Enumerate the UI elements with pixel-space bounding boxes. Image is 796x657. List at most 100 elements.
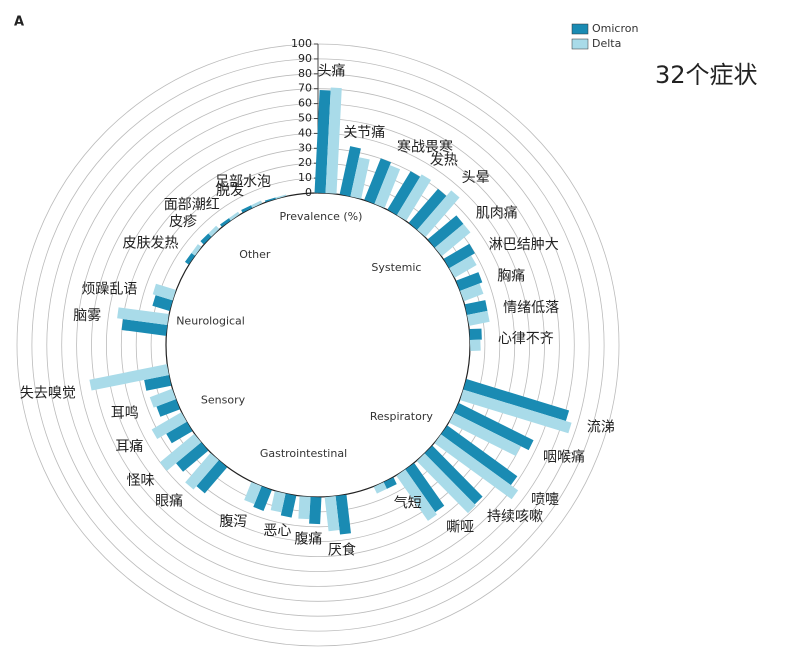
bar-pair (387, 171, 432, 221)
bar-pair (200, 225, 220, 245)
axis-label: Prevalence (%) (280, 210, 363, 223)
bar (117, 307, 169, 325)
y-tick-label: 100 (291, 37, 312, 50)
bar (166, 421, 193, 444)
bar (434, 434, 519, 500)
bar (241, 205, 253, 213)
group-label: Sensory (201, 394, 246, 407)
category-label: 耳痛 (115, 438, 143, 455)
bar (219, 218, 231, 227)
bar (364, 158, 392, 204)
bar-pair (469, 328, 482, 351)
category-label: 足部水泡 (215, 174, 271, 190)
bar-pair (149, 388, 180, 417)
bar-pair (264, 194, 287, 203)
bar (463, 379, 570, 422)
bar-pair (244, 482, 272, 511)
bar (350, 157, 370, 199)
bar-pair (456, 272, 484, 302)
category-label: 失去嗅觉 (20, 386, 76, 402)
category-label: 气短 (394, 495, 422, 511)
bar-pair (373, 477, 397, 494)
y-tick-label: 10 (298, 171, 312, 184)
bar (185, 452, 219, 490)
y-tick-label: 30 (298, 141, 312, 154)
bar (156, 399, 180, 417)
bar-pair (324, 494, 351, 535)
legend-swatch (571, 38, 589, 50)
bar (424, 445, 483, 505)
bar-pair (460, 379, 572, 434)
category-label: 头晕 (462, 170, 490, 186)
category-label: 发热 (430, 153, 458, 169)
bar (314, 89, 331, 194)
bar-pair (427, 215, 471, 257)
bar (374, 165, 401, 208)
bar (373, 482, 387, 494)
annotation: 32个症状 (655, 61, 758, 89)
bar (464, 300, 488, 316)
bar (335, 494, 351, 535)
bar (244, 482, 262, 505)
y-tick-label: 50 (298, 112, 312, 125)
bar (417, 190, 460, 238)
bar-pair (89, 364, 172, 391)
category-label: 淋巴结肿大 (489, 237, 559, 253)
bar (460, 283, 484, 302)
bar (152, 283, 176, 301)
bar-pair (443, 243, 477, 278)
group-label: Respiratory (370, 410, 434, 423)
bar (208, 225, 220, 237)
category-label: 肌肉痛 (476, 205, 518, 222)
category-label: 腹痛 (294, 531, 322, 548)
bar (191, 244, 202, 256)
bar (449, 412, 521, 456)
bar (339, 146, 361, 197)
bar (184, 253, 196, 265)
bar (427, 215, 464, 248)
bar (469, 328, 482, 340)
category-label: 头痛 (318, 63, 346, 80)
bar (456, 272, 483, 291)
bar (200, 233, 212, 245)
group-label: Gastrointestinal (260, 447, 347, 460)
bar-pair (396, 463, 445, 521)
category-label: 皮肤发热 (122, 236, 178, 252)
bar (309, 496, 322, 525)
category-label: 恶心 (263, 523, 291, 539)
category-label: 持续咳嗽 (487, 508, 543, 525)
y-tick-label: 70 (298, 82, 312, 95)
bar (405, 463, 445, 513)
bar (408, 188, 447, 230)
category-label: 寒战畏寒 (397, 138, 453, 155)
bar-pair (449, 403, 534, 456)
bar (453, 403, 534, 451)
category-label: 流涕 (587, 419, 615, 435)
category-label: 厌食 (328, 541, 356, 558)
bar (469, 339, 481, 351)
bar (253, 486, 272, 511)
category-label: 眼痛 (155, 493, 183, 510)
legend-swatch (571, 23, 589, 35)
bar (144, 374, 172, 391)
category-label: 嘶哑 (446, 520, 474, 536)
bar-pair (117, 307, 169, 336)
category-label: 耳鸣 (111, 404, 139, 421)
group-label: Other (239, 248, 271, 261)
bar-pair (151, 412, 193, 444)
bar (151, 412, 187, 440)
legend-label: Delta (592, 37, 621, 50)
bar (280, 493, 297, 518)
bar-pair (416, 445, 483, 514)
bar (434, 223, 471, 257)
bar (298, 496, 311, 520)
bar (324, 495, 340, 532)
bar (275, 194, 287, 199)
category-label: 咽喉痛 (543, 448, 585, 465)
bar (264, 197, 276, 203)
bar-pair (408, 188, 460, 238)
bar (270, 491, 286, 513)
bar (159, 433, 202, 471)
y-tick-label: 80 (298, 67, 312, 80)
legend-label: Omicron (592, 22, 638, 35)
